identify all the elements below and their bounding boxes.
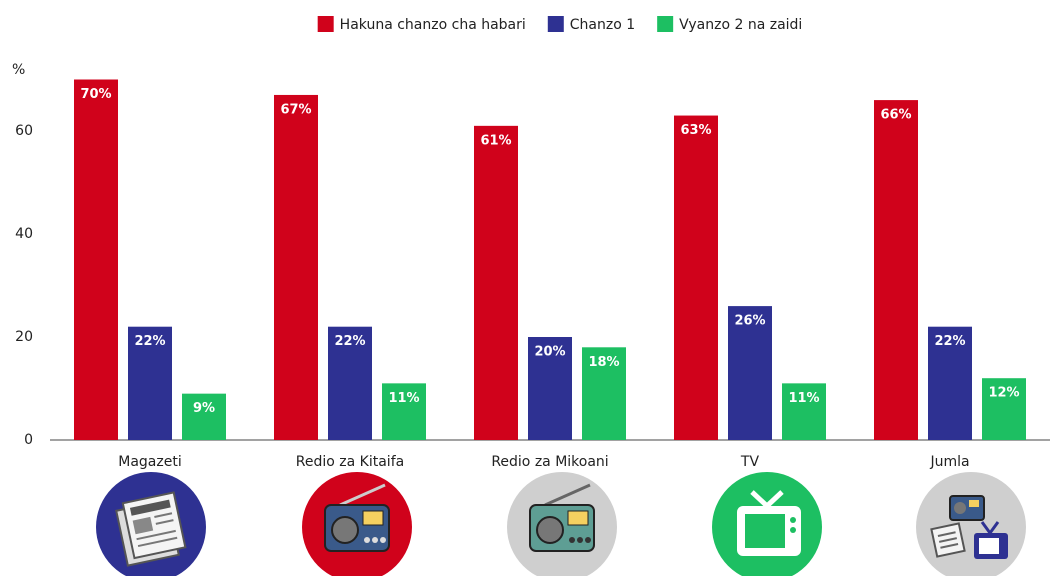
y-tick-label: 0 <box>24 432 33 448</box>
value-label: 12% <box>988 386 1019 401</box>
y-axis-label: % <box>12 62 25 78</box>
value-label: 11% <box>388 391 419 406</box>
x-tick-label: Redio za Kitaifa <box>296 454 404 470</box>
icon-newspaper <box>96 472 206 576</box>
icon-all-media <box>916 472 1026 576</box>
icon-tv <box>712 472 822 576</box>
bar <box>274 94 318 440</box>
value-label: 67% <box>280 102 311 117</box>
value-label: 9% <box>193 401 215 416</box>
legend-label: Hakuna chanzo cha habari <box>340 17 526 33</box>
bar <box>728 306 772 440</box>
value-label: 66% <box>880 108 911 123</box>
y-tick-label: 60 <box>15 123 33 139</box>
bar <box>182 393 226 440</box>
x-tick-label: TV <box>740 454 760 470</box>
icon-radio <box>507 472 617 576</box>
y-tick-label: 20 <box>15 329 33 345</box>
value-label: 22% <box>934 334 965 349</box>
bar <box>928 326 972 440</box>
bar <box>328 326 372 440</box>
bar <box>74 79 118 440</box>
value-label: 63% <box>680 123 711 138</box>
bar <box>528 337 572 440</box>
bar <box>674 115 718 441</box>
legend-label: Vyanzo 2 na zaidi <box>679 17 802 33</box>
x-tick-label: Jumla <box>929 454 969 470</box>
bar <box>128 326 172 440</box>
legend-swatch <box>547 16 564 32</box>
x-tick-label: Magazeti <box>118 454 181 470</box>
bar <box>582 347 626 440</box>
bar <box>782 383 826 440</box>
value-label: 70% <box>80 87 111 102</box>
value-label: 26% <box>734 314 765 329</box>
x-tick-label: Redio za Mikoani <box>491 454 608 470</box>
bar <box>982 378 1026 440</box>
legend-swatch <box>317 16 334 32</box>
bar <box>874 100 918 440</box>
value-label: 20% <box>534 345 565 360</box>
value-label: 22% <box>334 334 365 349</box>
y-tick-label: 40 <box>15 226 33 242</box>
icon-radio <box>302 472 412 576</box>
value-label: 61% <box>480 133 511 148</box>
value-label: 11% <box>788 391 819 406</box>
legend-swatch <box>657 16 674 32</box>
bar <box>382 383 426 440</box>
bar <box>474 125 518 440</box>
legend-label: Chanzo 1 <box>570 17 635 33</box>
value-label: 22% <box>134 334 165 349</box>
value-label: 18% <box>588 355 619 370</box>
